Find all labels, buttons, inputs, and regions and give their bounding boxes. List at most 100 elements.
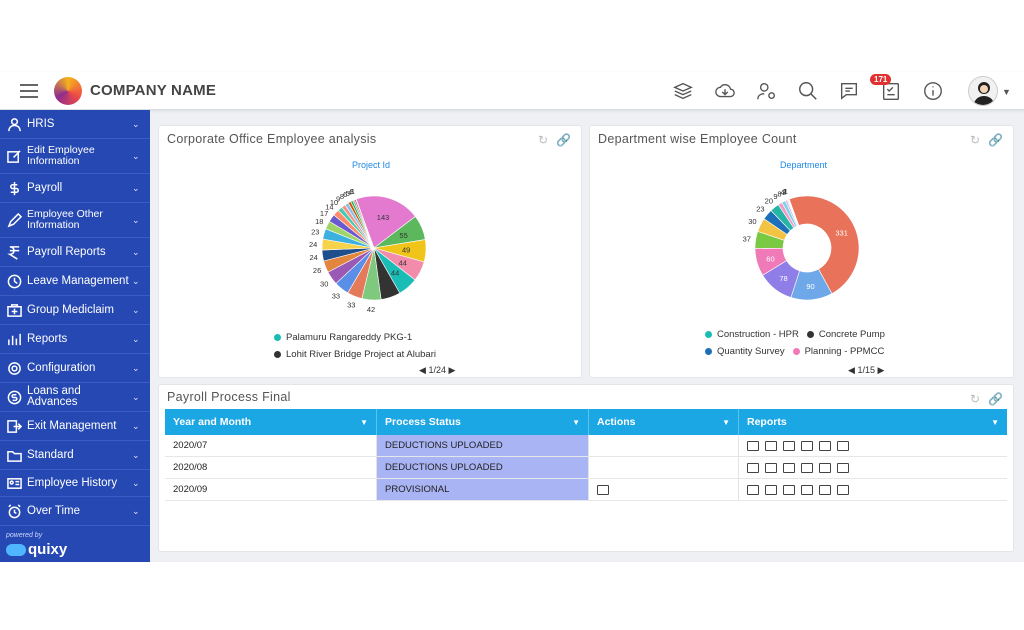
- sidebar-item-employee-history[interactable]: Employee History ⌄: [0, 470, 150, 497]
- cloud-download-icon[interactable]: [714, 80, 736, 102]
- legend-label[interactable]: Construction - HPR: [717, 329, 799, 340]
- department-count-panel: Department wise Employee Count ↻ 🔗 Depart…: [589, 125, 1014, 378]
- sidebar-item-label: Employee Other Information: [27, 208, 103, 231]
- legend-item[interactable]: Palamuru Rangareddy PKG-1: [274, 329, 436, 346]
- filter-icon[interactable]: ▼: [360, 417, 368, 427]
- pie-slice[interactable]: [788, 198, 800, 226]
- legend-dot: [806, 331, 814, 338]
- column-header[interactable]: Reports ▼: [747, 416, 999, 428]
- actions-cell: [589, 435, 739, 456]
- report-icon[interactable]: [801, 440, 813, 451]
- edit-icon: [6, 148, 22, 164]
- link-icon[interactable]: 🔗: [556, 133, 571, 147]
- prev-page-icon[interactable]: ◀: [848, 365, 855, 375]
- sidebar-item-payroll[interactable]: Payroll ⌄: [0, 174, 150, 203]
- sidebar-item-reports[interactable]: Reports ⌄: [0, 325, 150, 354]
- slice-label: 1: [351, 187, 355, 196]
- chevron-down-icon: ⌄: [132, 246, 140, 257]
- sidebar-item-label: Employee History: [27, 476, 118, 489]
- slice-label: 9: [336, 195, 340, 204]
- actions-cell: [589, 457, 739, 478]
- column-header[interactable]: Process Status ▼: [377, 409, 589, 435]
- sidebar-item-standard[interactable]: Standard ⌄: [0, 441, 150, 470]
- sidebar-item-payroll-reports[interactable]: Payroll Reports ⌄: [0, 238, 150, 267]
- chevron-down-icon: ⌄: [132, 214, 140, 225]
- link-icon[interactable]: 🔗: [988, 392, 1003, 406]
- document-icon[interactable]: [783, 462, 795, 473]
- chart-legend: Construction - HPR Concrete Pump Quantit…: [705, 326, 885, 360]
- next-page-icon[interactable]: ▶: [448, 365, 456, 375]
- sidebar-item-employee-other-information[interactable]: Employee Other Information ⌄: [0, 203, 150, 238]
- chart-legend: Palamuru Rangareddy PKG-1 Lohit River Br…: [274, 329, 436, 363]
- pie-slice[interactable]: [355, 198, 375, 249]
- sidebar-item-edit-employee-information[interactable]: Edit Employee Information ⌄: [0, 139, 150, 174]
- legend-label[interactable]: Concrete Pump: [818, 329, 885, 340]
- legend-label: Palamuru Rangareddy PKG-1: [286, 332, 413, 343]
- menu-icon[interactable]: [20, 84, 38, 98]
- next-page-icon[interactable]: ▶: [877, 365, 885, 375]
- report-icon[interactable]: [837, 462, 849, 473]
- sidebar-item-exit-management[interactable]: Exit Management ⌄: [0, 412, 150, 441]
- sidebar-item-leave-management[interactable]: Leave Management ⌄: [0, 267, 150, 296]
- pie-slice[interactable]: [355, 195, 416, 249]
- quixy-brand: quixy: [28, 541, 68, 558]
- chevron-down-icon: ⌄: [132, 304, 140, 315]
- info-icon[interactable]: [922, 80, 944, 102]
- report-icon[interactable]: [819, 462, 831, 473]
- column-header[interactable]: Year and Month ▼: [165, 409, 377, 435]
- user-avatar[interactable]: [968, 76, 998, 106]
- refresh-icon[interactable]: ↻: [537, 133, 549, 147]
- legend-label[interactable]: Quantity Survey: [717, 346, 785, 357]
- bank-icon[interactable]: [765, 440, 777, 451]
- document-icon[interactable]: [783, 440, 795, 451]
- powered-by: powered by quixy: [0, 530, 150, 562]
- document-icon[interactable]: [783, 484, 795, 495]
- mail-icon[interactable]: [747, 440, 759, 451]
- refresh-icon[interactable]: ↻: [969, 392, 981, 406]
- chat-icon[interactable]: [838, 80, 860, 102]
- sidebar-item-label: Standard: [27, 448, 74, 461]
- bank-icon[interactable]: [765, 484, 777, 495]
- report-icon[interactable]: [819, 484, 831, 495]
- layers-add-icon[interactable]: [672, 80, 694, 102]
- chevron-down-icon[interactable]: ▼: [1002, 87, 1011, 97]
- chevron-down-icon: ⌄: [132, 333, 140, 344]
- tasks-icon[interactable]: 171: [870, 74, 902, 102]
- action-icon[interactable]: [597, 484, 609, 495]
- filter-icon[interactable]: ▼: [991, 417, 999, 427]
- sidebar-item-group-mediclaim[interactable]: Group Mediclaim ⌄: [0, 296, 150, 325]
- slice-label: 1: [783, 187, 787, 196]
- report-icon[interactable]: [837, 440, 849, 451]
- sidebar-item-label: Leave Management: [27, 274, 129, 287]
- sidebar-item-label: Loans and Advances: [27, 385, 81, 408]
- prev-page-icon[interactable]: ◀: [419, 365, 426, 375]
- column-header[interactable]: Actions ▼: [589, 409, 739, 435]
- slice-label: 78: [779, 274, 787, 283]
- filter-icon[interactable]: ▼: [572, 417, 580, 427]
- bank-icon[interactable]: [765, 462, 777, 473]
- filter-icon[interactable]: ▼: [722, 417, 730, 427]
- refresh-icon[interactable]: ↻: [969, 133, 981, 147]
- search-icon[interactable]: [797, 80, 819, 102]
- mail-icon[interactable]: [747, 484, 759, 495]
- report-icon[interactable]: [819, 440, 831, 451]
- pie-slice[interactable]: [788, 195, 860, 295]
- report-icon[interactable]: [801, 462, 813, 473]
- report-icon[interactable]: [801, 484, 813, 495]
- legend-label[interactable]: Planning - PPMCC: [804, 346, 885, 357]
- sidebar-item-over-time[interactable]: Over Time ⌄: [0, 497, 150, 526]
- coin-icon: [6, 389, 22, 405]
- legend-item[interactable]: Lohit River Bridge Project at Alubari: [274, 346, 436, 363]
- user-settings-icon[interactable]: [756, 80, 778, 102]
- rupee-icon: [6, 244, 22, 260]
- table-row[interactable]: 2020/09 PROVISIONAL: [165, 479, 1007, 501]
- report-icon[interactable]: [837, 484, 849, 495]
- table-row[interactable]: 2020/07 DEDUCTIONS UPLOADED: [165, 435, 1007, 457]
- sidebar-item-hris[interactable]: HRIS ⌄: [0, 110, 150, 139]
- mail-icon[interactable]: [747, 462, 759, 473]
- table-row[interactable]: 2020/08 DEDUCTIONS UPLOADED: [165, 457, 1007, 479]
- slice-label: 6: [343, 190, 347, 199]
- sidebar-item-configuration[interactable]: Configuration ⌄: [0, 354, 150, 383]
- sidebar-item-loans-and-advances[interactable]: Loans and Advances ⌄: [0, 383, 150, 412]
- link-icon[interactable]: 🔗: [988, 133, 1003, 147]
